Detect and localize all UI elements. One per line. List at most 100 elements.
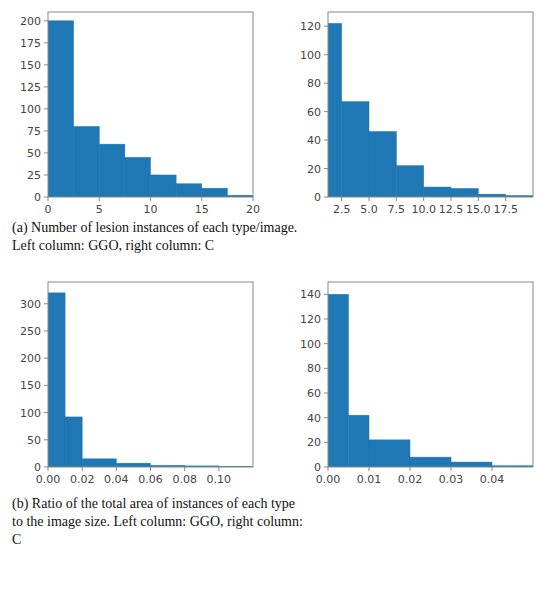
x-tick [451, 197, 452, 201]
bar [116, 463, 150, 467]
y-tick-label: 50 [27, 434, 41, 447]
caption-line: to the image size. Left column: GGO, rig… [12, 514, 303, 529]
caption: (a) Number of lesion instances of each t… [12, 220, 297, 253]
figure: 051015200255075100125150175200(a) Number… [0, 0, 551, 597]
x-tick-label: 0.03 [439, 473, 464, 486]
y-tick [44, 20, 48, 21]
y-tick [44, 412, 48, 413]
y-tick-label: 40 [307, 134, 321, 147]
x-tick-label: 0.08 [172, 473, 197, 486]
x-tick [328, 467, 329, 471]
x-tick-label: 0.00 [36, 473, 61, 486]
y-tick-label: 125 [20, 81, 41, 94]
bar [48, 21, 74, 197]
bar [82, 459, 116, 467]
bar [342, 102, 369, 197]
y-tick [324, 442, 328, 443]
y-tick [44, 385, 48, 386]
bar [369, 440, 410, 467]
bar [125, 157, 151, 197]
bar [202, 188, 228, 197]
y-tick [44, 358, 48, 359]
y-tick [324, 168, 328, 169]
panel: 051015200255075100125150175200 [20, 12, 260, 216]
x-tick [492, 467, 493, 471]
y-tick [44, 152, 48, 153]
x-tick [184, 467, 185, 471]
x-tick-label: 0 [45, 203, 52, 216]
y-tick [44, 197, 48, 198]
x-tick [99, 197, 100, 201]
x-tick [369, 197, 370, 201]
x-tick [451, 467, 452, 471]
y-tick-label: 60 [307, 106, 321, 119]
x-tick-label: 0.04 [480, 473, 505, 486]
x-tick-label: 2.5 [333, 203, 351, 216]
y-tick-label: 75 [27, 125, 41, 138]
y-tick-label: 20 [307, 163, 321, 176]
y-tick [324, 294, 328, 295]
bars [328, 23, 533, 197]
y-tick [44, 86, 48, 87]
y-tick [324, 368, 328, 369]
y-tick-label: 150 [20, 59, 41, 72]
bar [65, 417, 82, 467]
panel: 0.000.020.040.060.080.100501001502002503… [20, 282, 253, 486]
x-tick-label: 20 [246, 203, 260, 216]
x-tick-label: 0.00 [316, 473, 341, 486]
x-tick [201, 197, 202, 201]
y-tick [44, 130, 48, 131]
y-tick [44, 42, 48, 43]
bars [48, 21, 253, 197]
y-tick [44, 467, 48, 468]
y-tick-label: 100 [300, 49, 321, 62]
caption-line: C [12, 532, 21, 547]
x-tick [253, 197, 254, 201]
y-tick [324, 319, 328, 320]
x-tick [218, 467, 219, 471]
caption-line: (a) Number of lesion instances of each t… [12, 220, 297, 236]
y-tick [324, 83, 328, 84]
bar [451, 188, 478, 197]
x-tick [116, 467, 117, 471]
y-tick-label: 20 [307, 436, 321, 449]
x-tick [341, 197, 342, 201]
x-tick [150, 467, 151, 471]
bar [451, 462, 492, 467]
bar [99, 144, 125, 197]
y-tick [44, 303, 48, 304]
y-tick [44, 174, 48, 175]
y-tick [324, 26, 328, 27]
bar [410, 457, 451, 467]
y-tick [324, 393, 328, 394]
x-tick-label: 17.5 [493, 203, 518, 216]
x-tick [478, 197, 479, 201]
y-tick [324, 467, 328, 468]
plot-frame [48, 282, 253, 467]
y-tick [324, 54, 328, 55]
y-tick-label: 300 [20, 298, 41, 311]
y-tick-label: 250 [20, 325, 41, 338]
y-tick-label: 100 [20, 103, 41, 116]
y-tick-label: 0 [314, 191, 321, 204]
y-tick [44, 64, 48, 65]
y-tick [324, 140, 328, 141]
bar [176, 184, 202, 197]
x-tick-label: 0.01 [357, 473, 382, 486]
y-tick-label: 0 [34, 191, 41, 204]
y-tick [324, 417, 328, 418]
y-tick-label: 200 [20, 352, 41, 365]
bar [396, 166, 423, 197]
y-tick-label: 200 [20, 15, 41, 28]
x-tick [48, 197, 49, 201]
bars [328, 294, 533, 467]
x-tick [396, 197, 397, 201]
bar [48, 293, 65, 467]
plot-frame [328, 282, 533, 467]
panel: 0.000.010.020.030.04020406080100120140 [300, 282, 533, 486]
x-tick [369, 467, 370, 471]
caption-line: (b) Ratio of the total area of instances… [12, 496, 295, 512]
x-tick-label: 5.0 [360, 203, 378, 216]
y-tick-label: 50 [27, 147, 41, 160]
caption: (b) Ratio of the total area of instances… [12, 496, 303, 547]
